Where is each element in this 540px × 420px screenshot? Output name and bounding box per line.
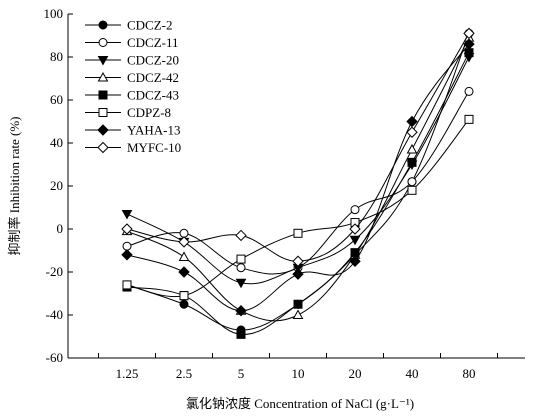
legend-label: MYFC-10 <box>127 140 181 155</box>
x-tick-label: 10 <box>292 366 305 381</box>
data-point <box>407 157 417 167</box>
legend-marker <box>98 90 108 100</box>
x-tick-label: 2.5 <box>176 366 192 381</box>
legend-item: CDPZ-8 <box>85 105 171 120</box>
series-layer <box>121 27 475 339</box>
data-point <box>464 86 474 96</box>
y-tick-label: 20 <box>50 178 63 193</box>
y-tick-label: -40 <box>46 307 63 322</box>
legend-item: CDCZ-20 <box>85 53 179 68</box>
data-point <box>406 115 418 128</box>
data-point <box>292 255 304 267</box>
legend-label: CDCZ-11 <box>127 35 179 50</box>
data-point <box>236 263 246 273</box>
data-point <box>236 329 246 339</box>
data-point <box>179 228 189 238</box>
legend-marker <box>97 141 109 154</box>
x-axis-title: 氯化钠浓度 Concentration of NaCl (g·L⁻¹) <box>186 396 414 411</box>
data-point <box>463 27 475 40</box>
legend-marker <box>98 20 108 30</box>
data-point <box>121 223 133 235</box>
data-point <box>406 143 418 154</box>
legend-marker <box>97 56 109 66</box>
data-point <box>349 223 361 235</box>
x-tick-label: 5 <box>238 366 245 381</box>
legend-marker <box>98 38 108 47</box>
data-point <box>178 236 190 248</box>
data-point <box>463 38 475 50</box>
data-point <box>122 280 132 290</box>
y-tick-label: 0 <box>57 221 64 236</box>
data-point <box>350 205 360 215</box>
data-point <box>464 48 474 58</box>
legend-marker <box>98 108 108 117</box>
legend-marker <box>97 71 109 82</box>
data-point <box>122 241 132 251</box>
legend-label: CDCZ-2 <box>127 18 173 33</box>
y-tick-label: -60 <box>46 350 63 365</box>
x-tick-label: 40 <box>406 366 419 381</box>
data-point <box>293 228 303 238</box>
data-point <box>235 304 247 317</box>
legend-label: YAHA-13 <box>127 123 180 138</box>
legend-item: CDCZ-2 <box>85 18 173 33</box>
data-point <box>235 278 247 289</box>
data-point <box>292 268 304 280</box>
data-point <box>292 309 304 319</box>
data-point <box>407 177 417 187</box>
y-tick-label: -20 <box>46 264 63 279</box>
axes: 100 80 60 40 20 0 -20 -40 -60 1.25 2.5 5 10 20 40 80 <box>44 6 525 381</box>
legend-item: CDCZ-11 <box>85 35 179 50</box>
data-point <box>350 248 360 258</box>
legend-item: CDCZ-43 <box>85 88 179 103</box>
y-axis-title: 抑制率 Inhibition rate (%) <box>7 117 22 256</box>
legend-label: CDCZ-20 <box>127 53 179 68</box>
data-point <box>235 229 247 242</box>
data-point <box>178 251 190 261</box>
legend-item: YAHA-13 <box>85 123 180 138</box>
x-tick-label: 1.25 <box>116 366 139 381</box>
x-tick-label: 80 <box>463 366 476 381</box>
series-cdpz-8 <box>122 114 474 301</box>
data-point <box>121 249 133 261</box>
data-point <box>179 299 189 309</box>
legend-label: CDPZ-8 <box>127 105 171 120</box>
legend-label: CDCZ-42 <box>127 70 179 85</box>
legend-label: CDCZ-43 <box>127 88 179 103</box>
y-tick-label: 60 <box>50 92 63 107</box>
y-tick-label: 80 <box>50 49 63 64</box>
data-point <box>464 114 474 124</box>
data-point <box>178 266 190 278</box>
data-point <box>349 235 361 246</box>
data-point <box>293 299 303 309</box>
legend-marker <box>97 124 109 136</box>
legend-item: MYFC-10 <box>85 140 181 155</box>
data-point <box>406 126 418 138</box>
data-point <box>236 254 246 264</box>
legend: CDCZ-2 CDCZ-11 CDCZ-20 CDCZ-42 CDCZ-43 CDPZ-8… <box>85 18 181 155</box>
series-myfc-10 <box>121 27 475 267</box>
legend-item: CDCZ-42 <box>85 70 179 85</box>
y-tick-label: 100 <box>44 6 64 21</box>
x-tick-label: 20 <box>349 366 362 381</box>
data-point <box>349 255 361 267</box>
series-line <box>126 91 470 275</box>
data-point <box>407 185 417 195</box>
data-point <box>121 209 133 220</box>
series-cdcz-11 <box>122 86 474 275</box>
data-point <box>179 291 189 301</box>
y-tick-label: 40 <box>50 135 63 150</box>
series-yaha-13 <box>121 38 475 317</box>
